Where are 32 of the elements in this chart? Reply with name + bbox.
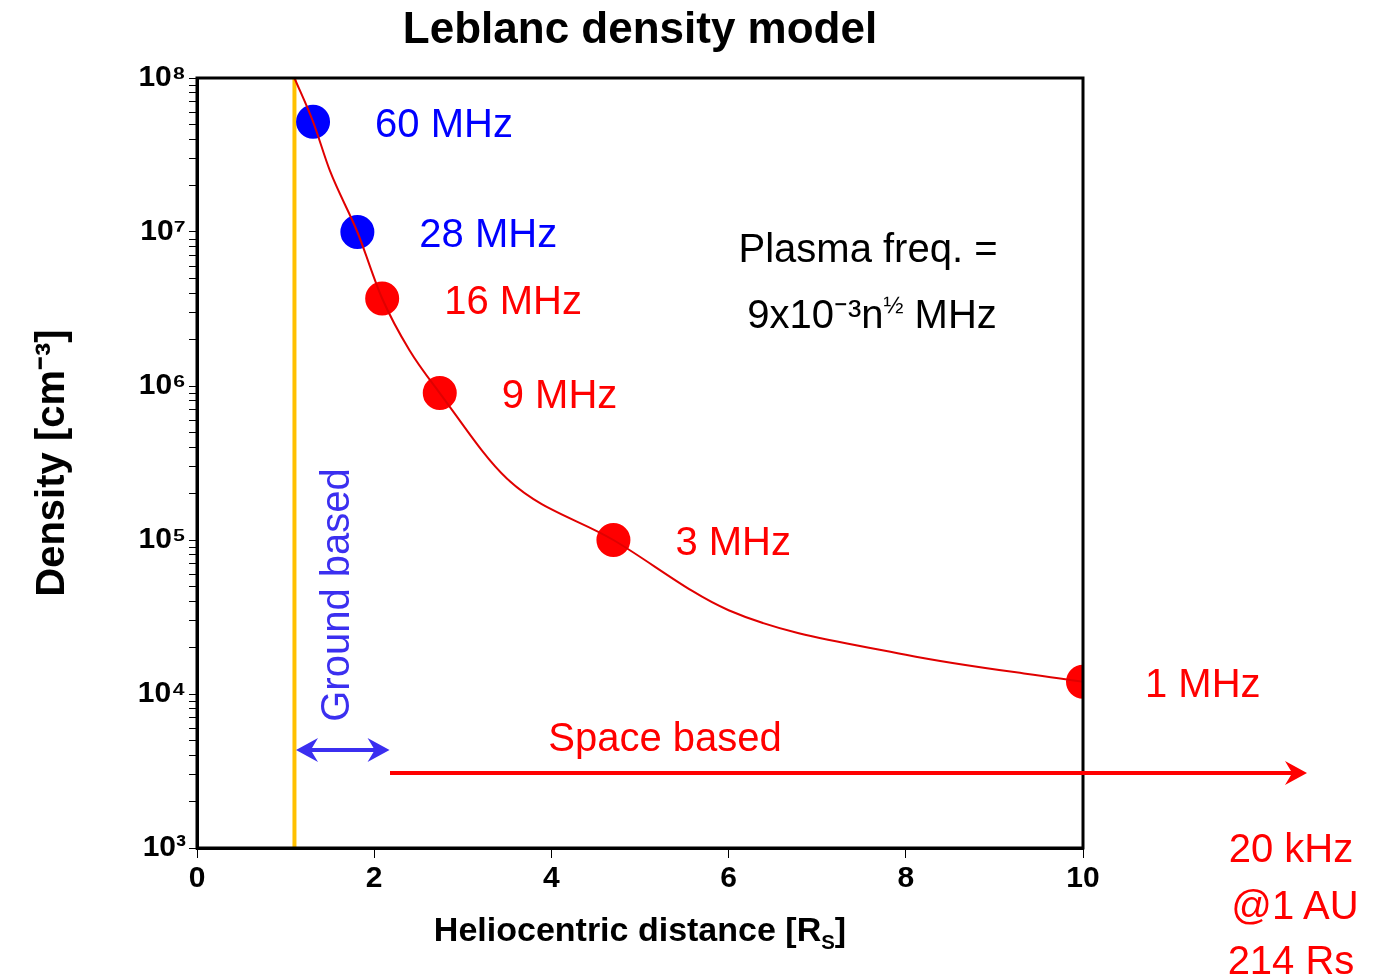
x-tick-label: 4	[543, 860, 561, 894]
annotation: 3 MHz	[675, 519, 791, 564]
y-tick-label: 10⁶	[138, 367, 186, 401]
annotation: 60 MHz	[375, 100, 513, 145]
point	[422, 376, 457, 411]
x-axis-title: Heliocentric distance [R$_{S}$]	[433, 910, 847, 954]
annotation: Space based	[548, 714, 782, 760]
point	[340, 215, 375, 249]
x-tick-label: 8	[897, 860, 915, 894]
x-tick-label: 0	[188, 860, 206, 894]
text: 20 kHz	[1228, 825, 1354, 871]
point	[296, 104, 331, 139]
x-tick-label: 6	[720, 860, 737, 894]
chart-title: Leblanc density model	[402, 3, 878, 53]
x-tick-label: 10	[1066, 860, 1100, 894]
annotation: 28 MHz	[419, 211, 558, 256]
annotation: 1 MHz	[1145, 660, 1261, 705]
y-axis-title: Density [cm⁻³]	[26, 329, 73, 597]
text: 214 Rs	[1227, 937, 1355, 980]
x-tick-label: 2	[365, 860, 383, 894]
annotation: Ground based	[312, 468, 358, 722]
annotation: 16 MHz	[444, 277, 582, 322]
annotation: 9 MHz	[501, 372, 618, 417]
y-tick-label: 10⁷	[140, 213, 186, 247]
point	[365, 281, 400, 316]
y-tick-label: 10⁴	[137, 675, 186, 709]
text: @1 AU	[1231, 882, 1359, 928]
annotation: Plasma freq. =	[738, 225, 998, 271]
y-tick-label: 10³	[142, 829, 187, 863]
annotation: 9x10⁻³n$^{½}$ MHz	[747, 290, 997, 338]
y-tick-label: 10⁸	[138, 59, 186, 93]
y-tick-label: 10⁵	[138, 521, 186, 555]
